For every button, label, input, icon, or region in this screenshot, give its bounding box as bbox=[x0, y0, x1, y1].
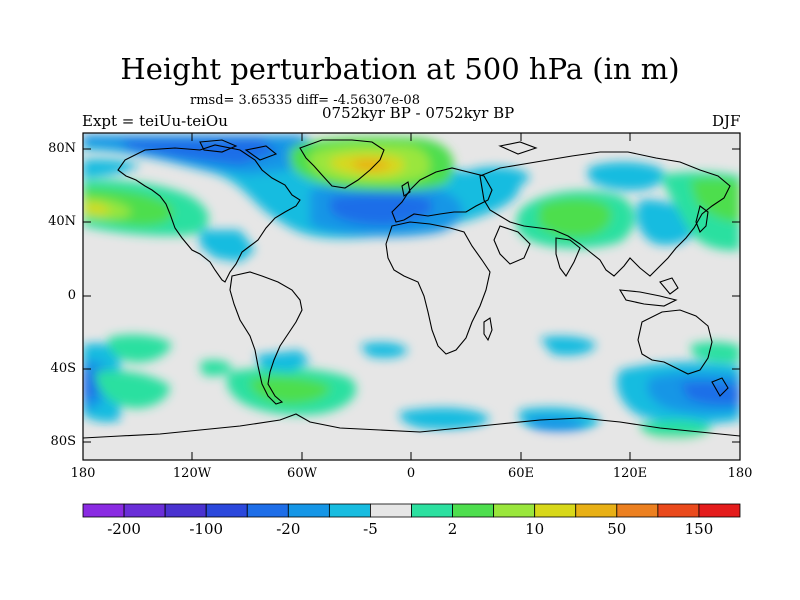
colorbar-label: 10 bbox=[525, 520, 545, 538]
colorbar-swatch bbox=[287, 503, 330, 518]
axis-ticks bbox=[83, 133, 740, 460]
experiment-label: Expt = teiUu-teiOu bbox=[82, 112, 228, 130]
colorbar-swatch bbox=[575, 503, 618, 518]
lat-label: 40N bbox=[48, 214, 76, 229]
colorbar-swatch bbox=[82, 503, 125, 518]
colorbar-label: 150 bbox=[684, 520, 714, 538]
colorbar-swatch bbox=[205, 503, 248, 518]
lat-label: 80S bbox=[50, 434, 76, 449]
period-text: 0752kyr BP - 0752kyr BP bbox=[322, 104, 515, 122]
lat-label: 0 bbox=[67, 288, 76, 303]
chart-title: Height perturbation at 500 hPa (in m) bbox=[120, 52, 680, 86]
colorbar-label: -200 bbox=[107, 520, 141, 538]
lon-label: 120E bbox=[612, 466, 648, 481]
colorbar-swatch bbox=[657, 503, 700, 518]
colorbar-label: -5 bbox=[363, 520, 378, 538]
colorbar-label: 50 bbox=[607, 520, 627, 538]
colorbar-label: -20 bbox=[276, 520, 301, 538]
colorbar-swatch bbox=[328, 503, 371, 518]
colorbar-swatch bbox=[123, 503, 166, 518]
lon-label: 60E bbox=[507, 466, 535, 481]
lon-label: 180 bbox=[70, 466, 96, 481]
colorbar-swatch bbox=[616, 503, 659, 518]
colorbar-swatch bbox=[698, 503, 741, 518]
colorbar-swatch bbox=[370, 503, 412, 518]
colorbar-swatch bbox=[164, 503, 207, 518]
colorbar-label: 2 bbox=[447, 520, 458, 538]
colorbar bbox=[82, 503, 741, 518]
lon-label: 0 bbox=[406, 466, 416, 481]
season-label: DJF bbox=[712, 112, 741, 130]
coastlines bbox=[83, 139, 740, 439]
colorbar-swatch bbox=[246, 503, 289, 518]
lat-label: 80N bbox=[48, 141, 76, 156]
rmsd-text: rmsd= 3.65335 diff= -4.56307e-08 bbox=[190, 93, 420, 108]
colorbar-swatch bbox=[452, 503, 495, 518]
lat-label: 40S bbox=[50, 361, 76, 376]
lon-label: 180 bbox=[727, 466, 753, 481]
colorbar-swatch bbox=[411, 503, 453, 518]
colorbar-swatch bbox=[534, 503, 577, 518]
lon-label: 60W bbox=[287, 466, 317, 481]
contour-fill-layer bbox=[83, 135, 740, 460]
colorbar-label: -100 bbox=[189, 520, 224, 538]
lon-label: 120W bbox=[172, 466, 212, 481]
colorbar-swatch bbox=[493, 503, 536, 518]
